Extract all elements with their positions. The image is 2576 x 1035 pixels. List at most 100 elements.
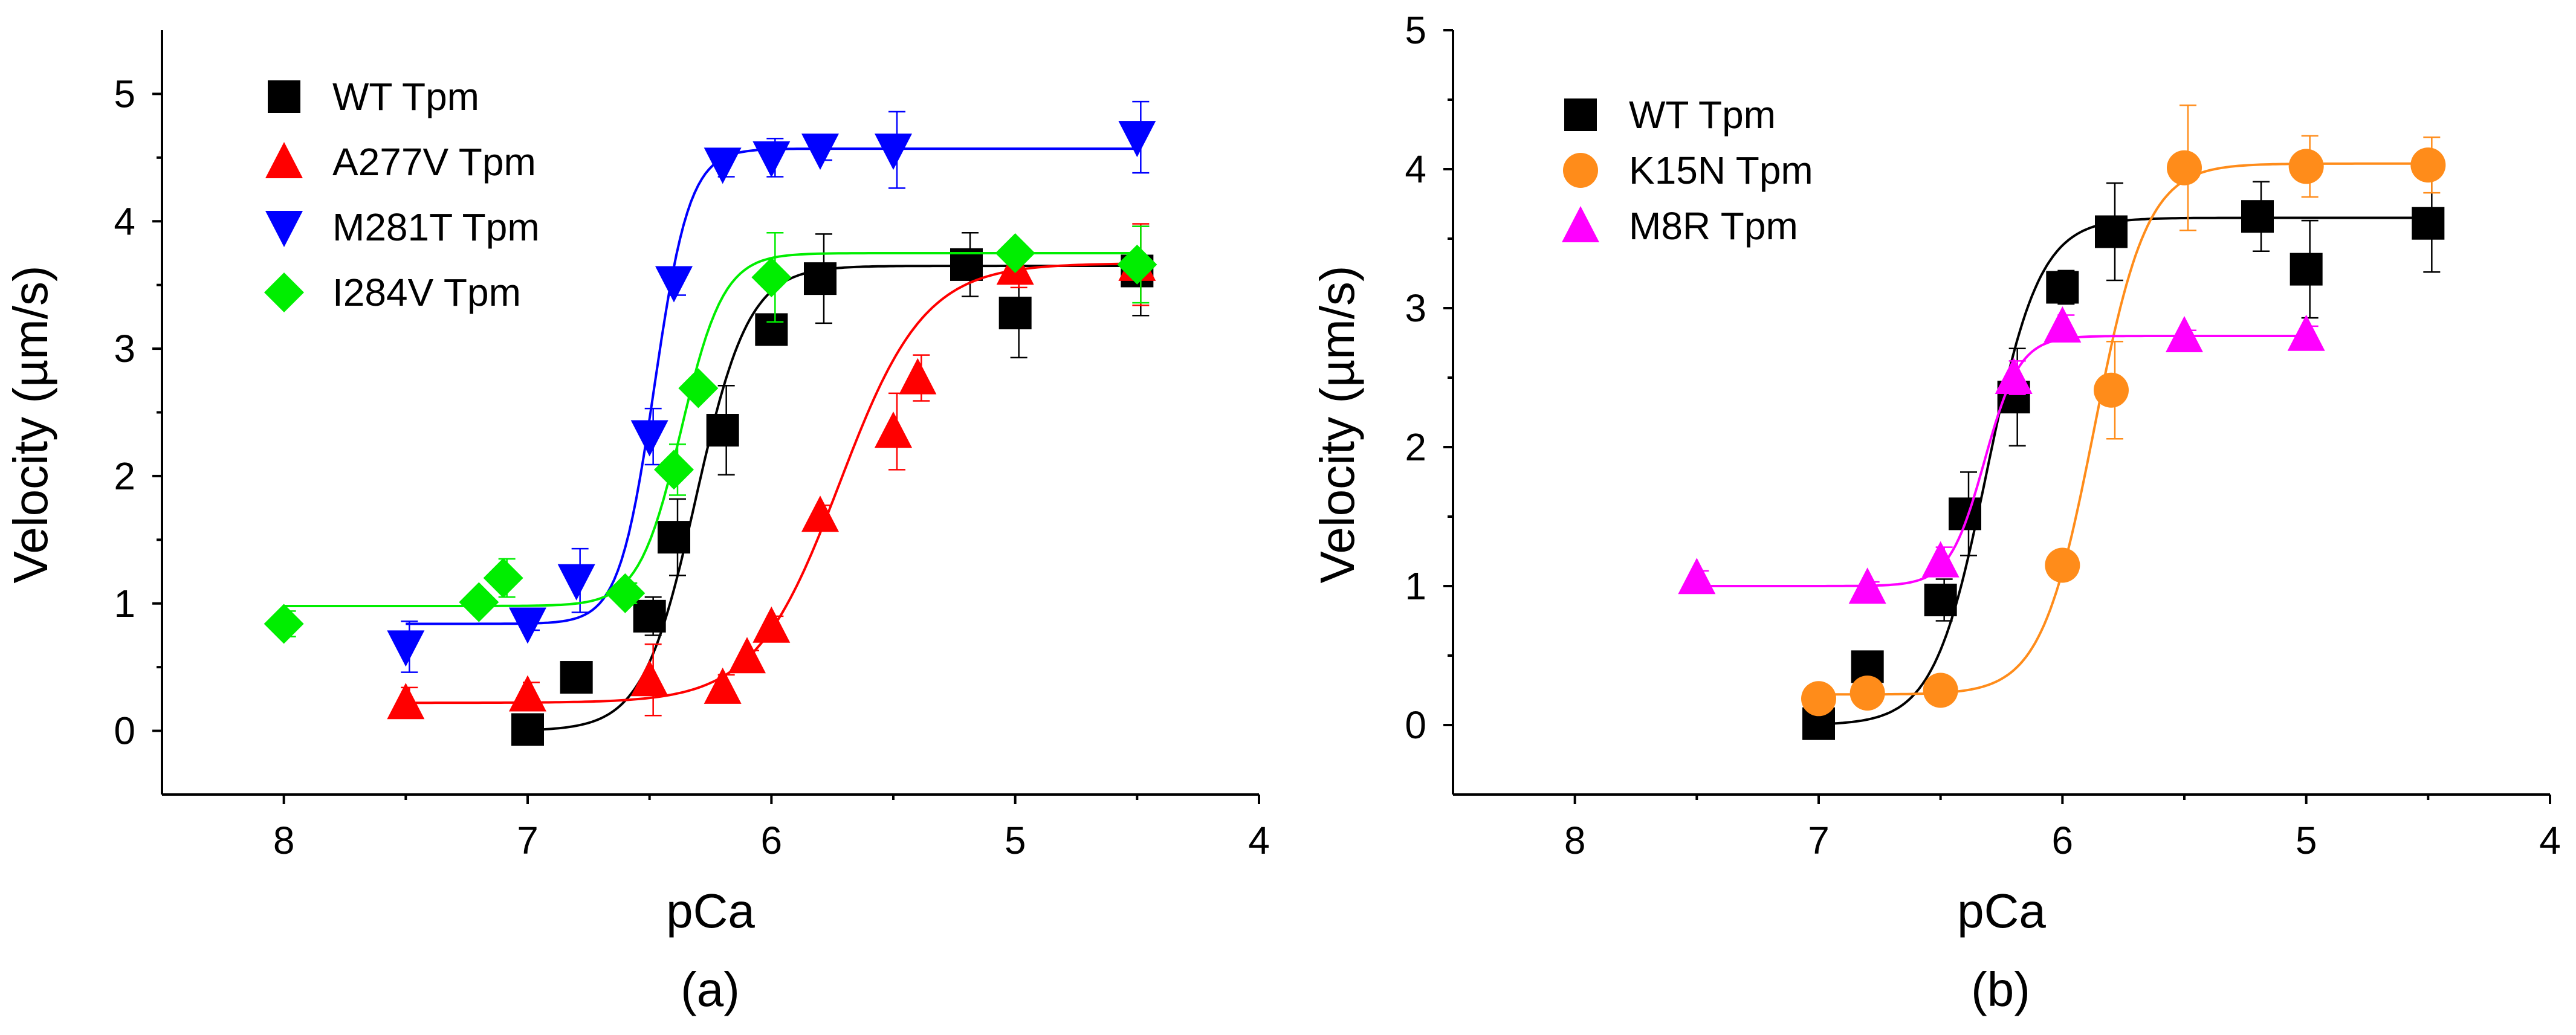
data-point xyxy=(755,313,788,346)
data-point xyxy=(1848,567,1886,604)
data-point xyxy=(1849,675,1885,711)
data-point xyxy=(509,675,546,712)
y-tick-label: 0 xyxy=(1405,703,1426,747)
data-point xyxy=(2241,200,2274,233)
data-point xyxy=(1678,558,1716,595)
x-axis-title: pCa xyxy=(1957,884,2046,938)
legend-label: A277V Tpm xyxy=(332,140,536,184)
data-point xyxy=(387,630,425,667)
data-point xyxy=(605,573,646,613)
data-point xyxy=(511,713,544,746)
data-point xyxy=(2044,306,2082,343)
data-point xyxy=(752,141,791,178)
y-axis-title: Velocity (µm/s) xyxy=(1310,265,1364,583)
data-point xyxy=(678,368,719,408)
legend-label: M281T Tpm xyxy=(332,205,540,249)
legend-label: K15N Tpm xyxy=(1629,149,1813,192)
legend-label: WT Tpm xyxy=(332,75,479,118)
x-tick-label: 6 xyxy=(2052,819,2074,862)
data-point xyxy=(1118,121,1156,158)
legend-marker xyxy=(268,80,300,113)
data-point xyxy=(2094,372,2129,408)
data-point xyxy=(751,257,792,298)
data-point xyxy=(2290,253,2323,286)
data-point xyxy=(560,661,593,694)
data-point xyxy=(801,495,839,532)
legend-marker xyxy=(265,142,303,178)
y-tick-label: 4 xyxy=(114,199,135,243)
data-point xyxy=(1923,672,1958,708)
data-point xyxy=(2288,149,2324,184)
data-point xyxy=(2166,316,2203,352)
data-point xyxy=(630,660,668,697)
x-tick-label: 8 xyxy=(1564,819,1586,862)
data-point xyxy=(387,683,425,720)
data-point xyxy=(509,607,546,644)
y-axis-title: Velocity (µm/s) xyxy=(4,265,57,583)
y-tick-label: 2 xyxy=(1405,425,1426,469)
data-point xyxy=(2410,147,2446,183)
legend-label: WT Tpm xyxy=(1629,93,1776,137)
y-tick-label: 3 xyxy=(114,327,135,370)
data-point xyxy=(1801,681,1836,717)
data-point xyxy=(483,558,523,598)
legend-label: I284V Tpm xyxy=(332,271,521,314)
x-tick-label: 5 xyxy=(2296,819,2317,862)
x-tick-label: 8 xyxy=(273,819,295,862)
y-tick-label: 5 xyxy=(114,72,135,115)
data-point xyxy=(704,667,742,704)
data-point xyxy=(557,564,595,601)
x-tick-label: 7 xyxy=(517,819,539,862)
data-point xyxy=(704,147,742,184)
x-tick-label: 6 xyxy=(761,819,783,862)
y-tick-label: 4 xyxy=(1405,147,1426,191)
data-point xyxy=(2095,215,2128,248)
data-point xyxy=(899,358,937,395)
data-point xyxy=(706,414,739,447)
data-point xyxy=(801,134,839,170)
y-tick-label: 3 xyxy=(1405,286,1426,330)
x-tick-label: 4 xyxy=(2539,819,2561,862)
series-m8r-tpm xyxy=(1678,306,2325,604)
legend-marker xyxy=(1563,153,1598,188)
data-point xyxy=(1995,358,2033,394)
data-point xyxy=(995,233,1035,273)
data-point xyxy=(2167,150,2202,185)
data-point xyxy=(2045,547,2080,583)
panel-b-chart: 8 7 6 5 4 0 1 2 3 4 5 pCa Velocity (µm/s) (b) WT Tpm K1… xyxy=(1310,8,2561,1016)
data-point xyxy=(875,411,912,448)
data-point xyxy=(654,450,694,490)
data-point xyxy=(2046,271,2079,304)
data-point xyxy=(728,637,766,674)
y-tick-label: 0 xyxy=(114,709,135,753)
data-point xyxy=(875,134,912,170)
fit-curve xyxy=(1819,162,2429,696)
fit-curve xyxy=(1697,335,2306,587)
fit-curve xyxy=(527,265,1138,732)
legend-label: M8R Tpm xyxy=(1629,204,1798,248)
data-point xyxy=(752,606,791,643)
legend-marker xyxy=(264,272,304,312)
data-point xyxy=(633,599,666,633)
fit-curve xyxy=(283,252,1138,607)
x-tick-label: 7 xyxy=(1808,819,1830,862)
data-point xyxy=(459,582,499,622)
panel-label: (b) xyxy=(1971,962,2030,1016)
series-i284v-tpm xyxy=(264,225,1157,644)
data-point xyxy=(2287,314,2325,351)
y-tick-label: 5 xyxy=(1405,8,1426,52)
data-point xyxy=(658,521,690,554)
data-point xyxy=(655,266,693,303)
y-tick-label: 1 xyxy=(1405,564,1426,608)
series-wt-tpm xyxy=(511,225,1154,746)
data-point xyxy=(1924,584,1957,616)
y-tick-label: 1 xyxy=(114,582,135,625)
legend-marker xyxy=(1564,98,1597,131)
data-point xyxy=(804,262,837,295)
x-tick-label: 4 xyxy=(1248,819,1270,862)
panel-a-chart: 8 7 6 5 4 0 1 2 3 4 5 pCa Velocity (µm/s) (a) WT Tpm A2… xyxy=(4,30,1270,1016)
legend-marker xyxy=(1562,206,1599,242)
x-tick-label: 5 xyxy=(1005,819,1026,862)
data-point xyxy=(1117,244,1157,285)
